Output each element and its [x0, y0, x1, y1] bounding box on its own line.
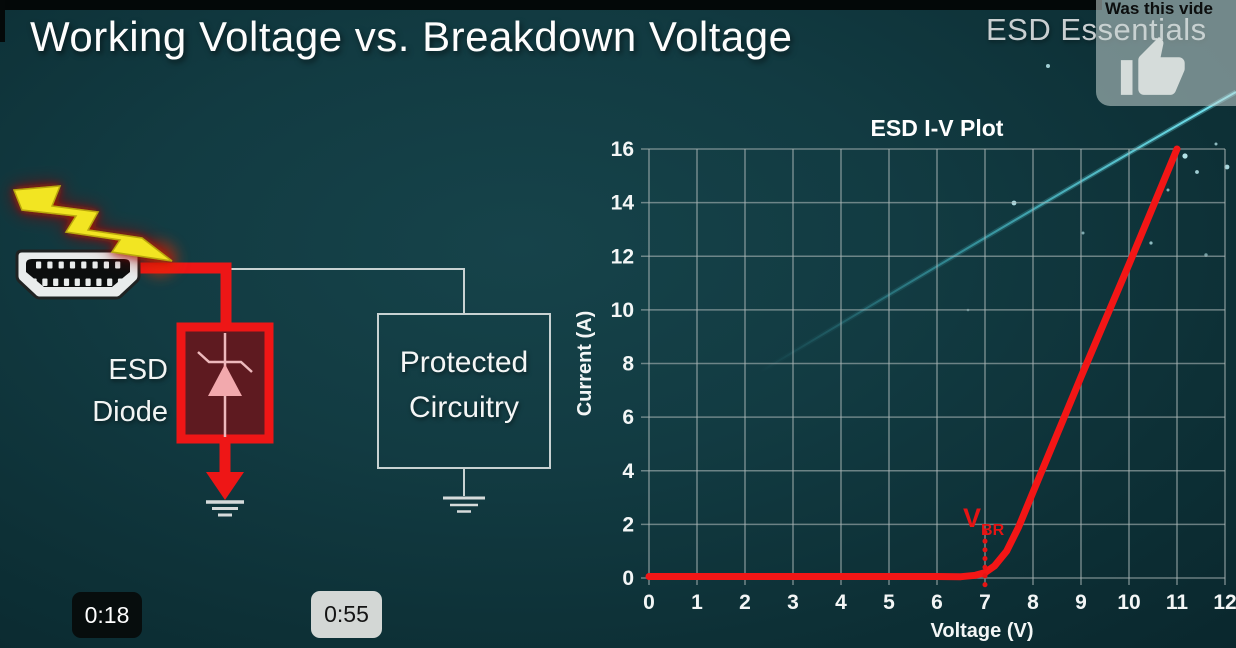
x-axis-label: Voltage (V): [931, 620, 1034, 642]
thumbs-up-icon[interactable]: [1108, 30, 1236, 110]
iv-curve: [645, 145, 1181, 581]
lightning-bolt-icon: [12, 185, 173, 262]
y-tick-label: 4: [622, 460, 634, 483]
y-tick-label: 10: [611, 299, 634, 322]
like-prompt-text: Was this vide: [1105, 0, 1214, 18]
y-tick-label: 0: [622, 567, 634, 590]
wire-to-protected: [228, 268, 465, 314]
x-tick-label: 7: [979, 591, 991, 614]
y-tick-label: 16: [611, 138, 634, 161]
timestamp-chip-right[interactable]: 0:55: [311, 591, 382, 638]
x-tick-label: 6: [931, 591, 943, 614]
ground-symbol-protected: [443, 496, 485, 513]
x-tick-label: 3: [787, 591, 799, 614]
y-axis-label: Current (A): [574, 311, 596, 417]
y-tick-label: 2: [622, 513, 634, 536]
x-tick-label: 12: [1213, 591, 1236, 614]
light-streak-core: [759, 91, 1236, 373]
x-tick-label: 2: [739, 591, 751, 614]
wire-esd-red: [138, 262, 232, 323]
x-tick-label: 8: [1027, 591, 1039, 614]
letterbox-bar: [0, 0, 1102, 10]
y-tick-label: 6: [622, 406, 634, 429]
ground-arrow: [206, 441, 244, 500]
x-tick-label: 11: [1166, 591, 1189, 614]
esd-diode-label: ESD Diode: [92, 354, 168, 428]
y-tick-label: 8: [622, 353, 634, 376]
hdmi-pins: [31, 261, 124, 286]
esd-diode-symbol: [176, 322, 274, 444]
y-tick-label: 14: [611, 192, 635, 215]
slide-title: Working Voltage vs. Breakdown Voltage: [30, 13, 793, 60]
x-tick-label: 9: [1075, 591, 1087, 614]
letterbox-corner: [0, 0, 5, 42]
protected-circuitry-label: Protected Circuitry: [399, 346, 529, 424]
hdmi-connector: [15, 249, 141, 300]
chart-title: ESD I-V Plot: [871, 115, 1004, 141]
x-tick-label: 5: [883, 591, 895, 614]
x-tick-label: 4: [835, 591, 847, 614]
y-tick-label: 12: [611, 245, 634, 268]
timestamp-chip-left[interactable]: 0:18: [72, 592, 142, 638]
x-tick-label: 1: [691, 591, 703, 614]
x-tick-label: 0: [643, 591, 655, 614]
ground-symbol-diode: [206, 500, 244, 517]
x-tick-label: 10: [1117, 591, 1140, 614]
